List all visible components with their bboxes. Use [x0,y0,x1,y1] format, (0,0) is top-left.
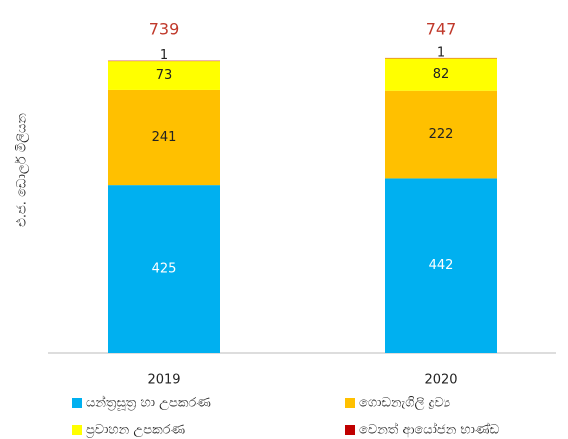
x-tick-label: 2019 [147,373,180,388]
legend-label: ගොඩනැගිලි ද්‍රව්‍ය [359,396,450,411]
legend-swatch [345,398,355,408]
x-tick-label: 2020 [424,373,457,388]
legend-label: යන්ත්‍රසූත්‍ර හා උපකරණ [86,394,211,410]
legend-swatch [345,425,355,435]
legend-label: වෙනත් ආයෝජන භාණ්ඩ [359,421,500,437]
bar-segment [385,90,497,179]
total-label: 739 [149,20,180,39]
data-label: 241 [152,130,177,145]
data-label: 222 [429,127,454,142]
data-label: 82 [433,67,450,82]
total-label: 747 [426,20,457,39]
data-label: 73 [156,68,173,83]
data-label: 1 [160,48,168,63]
data-label: 442 [429,258,454,273]
data-label: 1 [437,45,445,60]
bar-segment [108,61,220,90]
data-label: 425 [152,262,177,277]
legend-label: ප්‍රවාහන උපකරණ [86,423,186,438]
bar-segment [108,89,220,186]
bar-segment [385,178,497,353]
y-axis-label: එ.ජ. ඩොලර් මිලියන [14,113,30,227]
legend-swatch [72,425,82,435]
bar-segment [108,185,220,353]
bar-segment [385,58,497,91]
legend-swatch [72,398,82,408]
